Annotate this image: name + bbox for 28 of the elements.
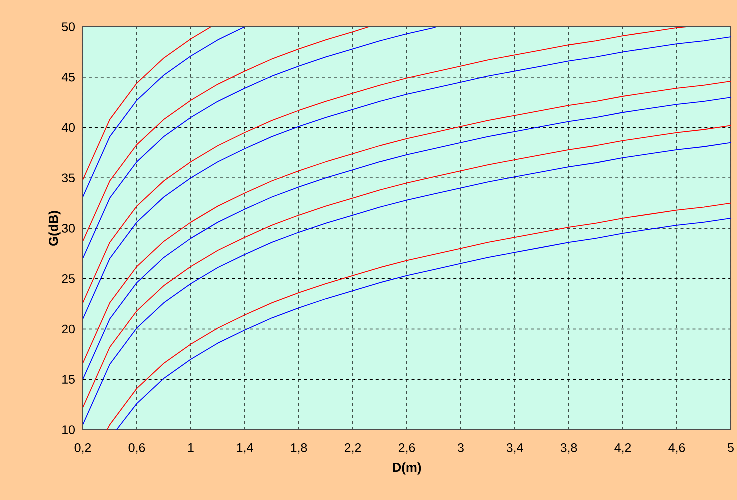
line-series bbox=[83, 26, 246, 198]
y-axis-title: G(dB) bbox=[48, 211, 61, 246]
y-tick-label: 35 bbox=[62, 174, 75, 183]
y-tick-label: 10 bbox=[62, 426, 75, 434]
x-tick-label: 2,6 bbox=[398, 444, 416, 454]
x-tick-label: 3 bbox=[458, 444, 464, 452]
y-tick-label: 20 bbox=[62, 324, 75, 334]
x-tick-label: 3,4 bbox=[506, 444, 524, 454]
line-series bbox=[83, 26, 212, 181]
x-tick-label: 4,6 bbox=[668, 444, 686, 454]
y-tick-label: 30 bbox=[62, 224, 75, 233]
y-tick-label: 40 bbox=[62, 123, 75, 132]
x-tick-label: 1,4 bbox=[237, 444, 254, 454]
y-tick-label: 45 bbox=[62, 73, 75, 82]
x-tick-label: 1,8 bbox=[291, 444, 308, 454]
line-series bbox=[83, 26, 438, 260]
x-tick-label: 5 bbox=[728, 444, 734, 452]
y-tick-label: 15 bbox=[62, 375, 75, 384]
x-axis-title: D(m) bbox=[393, 462, 422, 475]
x-tick-label: 3,8 bbox=[560, 444, 578, 454]
x-tick-label: 1 bbox=[188, 444, 194, 452]
y-tick-label: 25 bbox=[62, 274, 75, 284]
x-tick-label: 0,6 bbox=[128, 444, 146, 454]
x-tick-label: 4,2 bbox=[614, 444, 632, 454]
y-tick-label: 50 bbox=[62, 22, 75, 32]
line-series bbox=[83, 26, 370, 242]
x-tick-label: 2,2 bbox=[344, 444, 362, 454]
x-tick-label: 0,2 bbox=[74, 444, 92, 454]
